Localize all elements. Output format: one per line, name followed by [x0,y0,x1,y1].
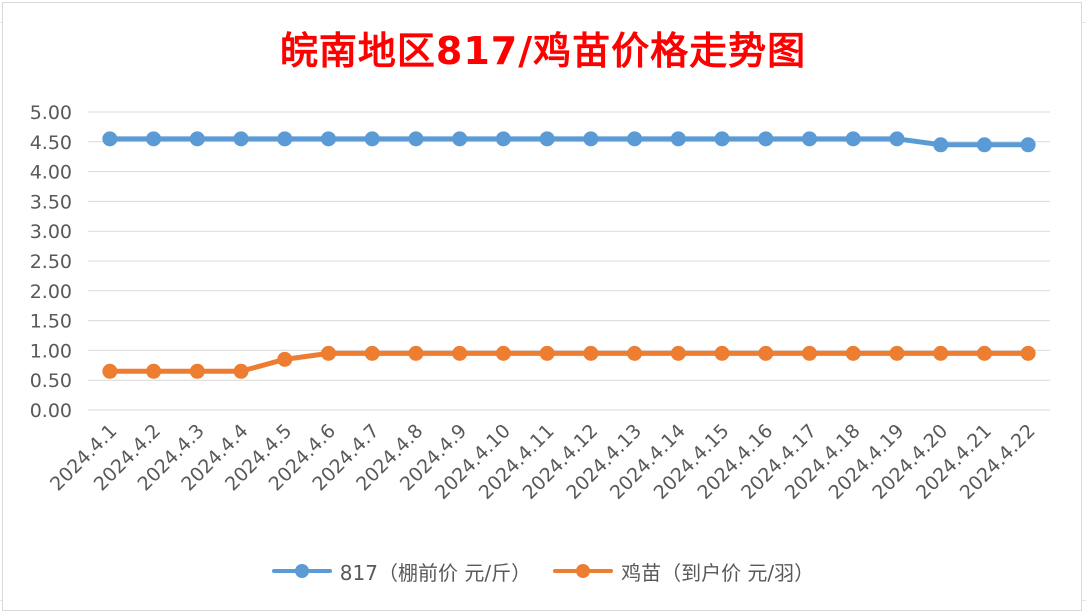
data-point-0-13 [670,131,686,147]
data-point-0-10 [539,131,555,147]
data-point-1-9 [495,345,511,361]
data-point-0-2 [189,131,205,147]
data-point-0-18 [889,131,905,147]
data-point-0-0 [102,131,118,147]
data-point-1-12 [627,345,643,361]
data-point-1-8 [452,345,468,361]
y-tick-label: 4.00 [30,162,72,184]
legend-item-817[interactable]: 817（棚前价 元/斤） [271,557,532,586]
data-point-0-7 [408,131,424,147]
data-point-0-19 [933,137,949,153]
data-point-0-8 [452,131,468,147]
y-tick-label: 2.50 [30,251,72,273]
data-point-1-13 [670,345,686,361]
data-point-1-3 [233,363,249,379]
data-point-1-4 [277,351,293,367]
y-tick-label: 4.50 [30,132,72,154]
data-point-0-14 [714,131,730,147]
data-point-1-15 [758,345,774,361]
data-point-0-4 [277,131,293,147]
series-line-0 [107,136,1031,148]
y-tick-label: 3.50 [30,191,72,213]
data-point-0-21 [1020,137,1036,153]
data-point-0-15 [758,131,774,147]
legend-item-chick[interactable]: 鸡苗（到户价 元/羽） [553,557,814,586]
data-point-1-14 [714,345,730,361]
data-point-0-20 [976,137,992,153]
data-point-0-6 [364,131,380,147]
series-line-1 [107,350,1031,374]
data-point-0-12 [627,131,643,147]
data-point-1-6 [364,345,380,361]
y-tick-label: 0.00 [30,400,72,422]
data-point-1-18 [889,345,905,361]
y-tick-label: 1.00 [30,340,72,362]
chart-legend: 817（棚前价 元/斤） 鸡苗（到户价 元/羽） [0,553,1086,589]
y-tick-label: 5.00 [30,102,72,124]
data-point-0-3 [233,131,249,147]
data-point-1-5 [321,345,336,361]
y-tick-label: 3.00 [30,221,72,243]
data-point-0-9 [495,131,511,147]
data-point-1-16 [802,345,817,361]
data-point-1-21 [1020,345,1036,361]
data-point-1-7 [408,345,424,361]
chart-title: 皖南地区817/鸡苗价格走势图 [279,29,807,73]
data-point-1-20 [976,345,992,361]
data-point-1-17 [845,345,861,361]
data-point-1-11 [583,345,599,361]
legend-label-chick: 鸡苗（到户价 元/羽） [621,560,815,585]
data-point-0-17 [845,131,861,147]
data-point-0-1 [146,131,162,147]
data-point-1-19 [933,345,949,361]
legend-label-817: 817（棚前价 元/斤） [339,560,532,585]
legend-marker-chick [553,561,614,581]
data-point-0-5 [321,131,336,147]
data-point-0-11 [583,131,599,147]
data-point-0-16 [802,131,817,147]
data-point-1-10 [539,345,555,361]
data-point-1-2 [189,363,205,379]
legend-marker-817 [271,561,332,581]
y-tick-label: 0.50 [30,370,72,392]
y-tick-label: 2.00 [30,281,72,303]
y-tick-label: 1.50 [30,311,72,333]
data-point-1-1 [146,363,162,379]
data-point-1-0 [102,363,118,379]
